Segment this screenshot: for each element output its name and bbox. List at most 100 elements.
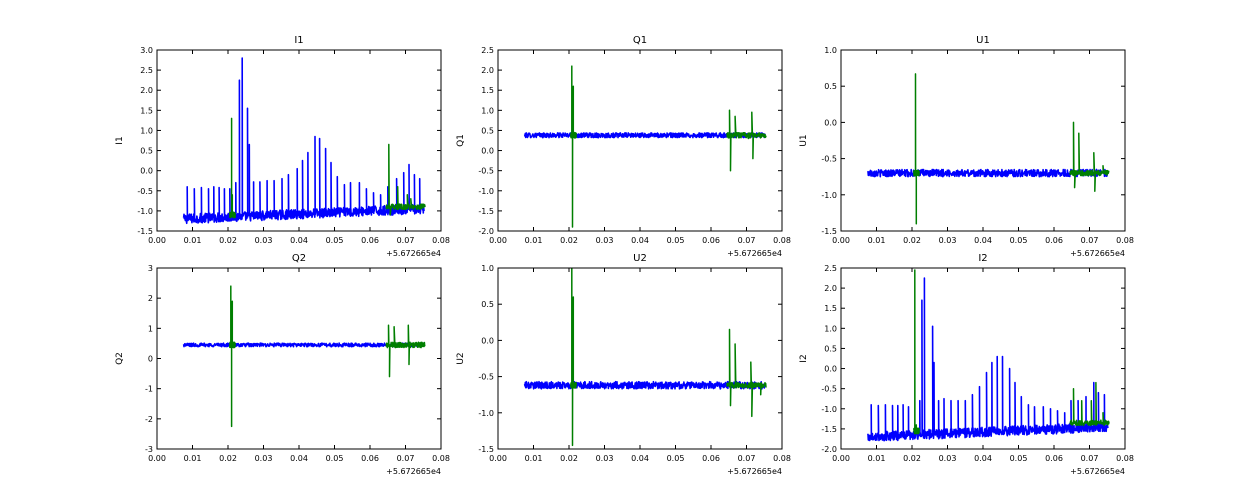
plot-area — [866, 269, 1110, 442]
y-tick-label: 0.5 — [824, 344, 837, 353]
y-tick-label: 0.0 — [140, 167, 153, 176]
x-tick-label: 0.03 — [596, 236, 614, 245]
x-tick-label: 0.02 — [560, 454, 578, 463]
y-tick-label: -0.5 — [137, 187, 153, 196]
y-tick-label: 0.5 — [824, 82, 837, 91]
x-tick-label: 0.02 — [219, 236, 237, 245]
x-tick-label: 0.05 — [1010, 454, 1028, 463]
x-tick-label: 0.04 — [290, 454, 308, 463]
y-tick-label: 0.0 — [824, 365, 837, 374]
y-tick-label: 3.0 — [140, 46, 153, 55]
y-tick-label: 2.0 — [140, 86, 153, 95]
y-tick-label: 3 — [148, 264, 153, 273]
x-tick-label: 0.00 — [832, 454, 850, 463]
x-tick-label: 0.08 — [432, 454, 450, 463]
x-tick-label: 0.01 — [184, 454, 202, 463]
plot-area — [182, 285, 426, 428]
x-tick-label: 0.04 — [631, 236, 649, 245]
y-tick-label: -1.0 — [478, 409, 494, 418]
x-tick-label: 0.07 — [1081, 454, 1099, 463]
y-tick-label: -1.0 — [137, 207, 153, 216]
x-tick-label: 0.04 — [290, 236, 308, 245]
y-tick-label: 1.5 — [140, 106, 153, 115]
x-tick-label: 0.08 — [773, 236, 791, 245]
y-tick-label: -0.5 — [478, 373, 494, 382]
x-tick-label: 0.06 — [361, 236, 379, 245]
y-tick-label: 1.5 — [481, 86, 494, 95]
y-tick-label: -1 — [145, 385, 153, 394]
x-tick-label: 0.03 — [939, 236, 957, 245]
y-tick-label: 1.0 — [824, 324, 837, 333]
x-tick-label: 0.02 — [560, 236, 578, 245]
plot-area — [867, 73, 1110, 225]
x-tick-label: 0.06 — [361, 454, 379, 463]
plot-area — [523, 268, 767, 447]
x-offset-text: +5.672665e4 — [727, 467, 782, 476]
x-tick-label: 0.08 — [1116, 454, 1134, 463]
x-offset-text: +5.672665e4 — [386, 467, 441, 476]
series-line-green — [229, 117, 426, 219]
plot-area — [523, 65, 767, 228]
x-tick-label: 0.04 — [974, 236, 992, 245]
x-tick-label: 0.01 — [525, 454, 543, 463]
y-tick-label: -1.5 — [821, 425, 837, 434]
x-offset-text: +5.672665e4 — [1070, 467, 1125, 476]
x-tick-label: 0.02 — [903, 236, 921, 245]
y-tick-label: 2.5 — [481, 46, 494, 55]
y-tick-label: 2.0 — [481, 66, 494, 75]
y-tick-label: 1.0 — [481, 106, 494, 115]
y-axis-label: Q1 — [456, 134, 466, 147]
y-tick-label: -3 — [145, 445, 153, 454]
y-axis-label: I2 — [799, 354, 809, 362]
y-tick-label: 0.0 — [481, 147, 494, 156]
y-tick-label: 0.0 — [824, 118, 837, 127]
y-tick-label: 2.0 — [824, 284, 837, 293]
subplot-title: U2 — [633, 253, 647, 264]
x-tick-label: 0.00 — [148, 236, 166, 245]
x-tick-label: 0.06 — [1045, 236, 1063, 245]
y-tick-label: 0 — [148, 355, 153, 364]
y-tick-label: -1.5 — [821, 227, 837, 236]
subplot-i1: 0.00 0.01 0.02 0.03 0.04 0.05 0.06 0.07 0.08 -1.5… — [115, 35, 450, 258]
subplot-title: I2 — [978, 253, 987, 264]
x-tick-label: 0.03 — [255, 236, 273, 245]
x-tick-label: 0.00 — [148, 454, 166, 463]
x-tick-label: 0.01 — [525, 236, 543, 245]
x-tick-label: 0.05 — [326, 236, 344, 245]
x-tick-label: 0.01 — [184, 236, 202, 245]
subplot-grid: 0.00 0.01 0.02 0.03 0.04 0.05 0.06 0.07 0.08-1.5… — [115, 35, 1134, 476]
y-tick-label: -1.5 — [137, 227, 153, 236]
y-axis-label: Q2 — [115, 352, 125, 365]
x-tick-label: 0.05 — [667, 236, 685, 245]
subplot-title: Q2 — [292, 253, 306, 264]
x-tick-label: 0.07 — [397, 236, 415, 245]
x-tick-label: 0.00 — [489, 236, 507, 245]
plot-area — [182, 57, 426, 225]
y-tick-label: -1.0 — [478, 187, 494, 196]
x-tick-label: 0.03 — [939, 454, 957, 463]
x-tick-label: 0.08 — [432, 236, 450, 245]
series-line-blue — [523, 380, 766, 390]
y-tick-label: 2 — [148, 294, 153, 303]
y-tick-label: 1.0 — [481, 264, 494, 273]
y-tick-label: -1.0 — [821, 191, 837, 200]
subplot-title: U1 — [976, 35, 990, 46]
x-tick-label: 0.07 — [738, 454, 756, 463]
x-tick-label: 0.08 — [1116, 236, 1134, 245]
y-tick-label: 1.5 — [824, 304, 837, 313]
y-tick-label: 1.0 — [824, 46, 837, 55]
series-line-green — [570, 65, 767, 228]
series-line-green — [229, 285, 426, 428]
y-tick-label: -2.0 — [478, 227, 494, 236]
y-axis-label: U1 — [799, 134, 809, 146]
y-tick-label: 2.5 — [140, 66, 153, 75]
y-tick-label: 0.5 — [481, 300, 494, 309]
y-tick-label: 0.5 — [481, 126, 494, 135]
x-offset-text: +5.672665e4 — [386, 249, 441, 258]
subplot-u2: 0.00 0.01 0.02 0.03 0.04 0.05 0.06 0.07 0.08 -1.5… — [456, 253, 791, 476]
x-tick-label: 0.07 — [397, 454, 415, 463]
x-tick-label: 0.00 — [489, 454, 507, 463]
x-tick-label: 0.07 — [1081, 236, 1099, 245]
